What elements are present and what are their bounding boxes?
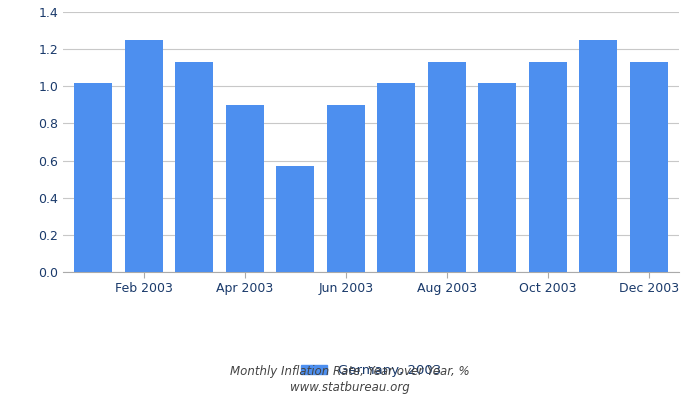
Bar xyxy=(327,105,365,272)
Bar xyxy=(528,62,567,272)
Bar xyxy=(226,105,264,272)
Bar xyxy=(276,166,314,272)
Text: www.statbureau.org: www.statbureau.org xyxy=(290,382,410,394)
Bar xyxy=(377,82,415,272)
Bar xyxy=(428,62,466,272)
Bar xyxy=(175,62,214,272)
Bar xyxy=(630,62,668,272)
Legend: Germany, 2003: Germany, 2003 xyxy=(295,359,447,382)
Bar xyxy=(125,40,162,272)
Bar xyxy=(74,82,112,272)
Bar xyxy=(478,82,516,272)
Text: Monthly Inflation Rate, Year over Year, %: Monthly Inflation Rate, Year over Year, … xyxy=(230,366,470,378)
Bar xyxy=(580,40,617,272)
